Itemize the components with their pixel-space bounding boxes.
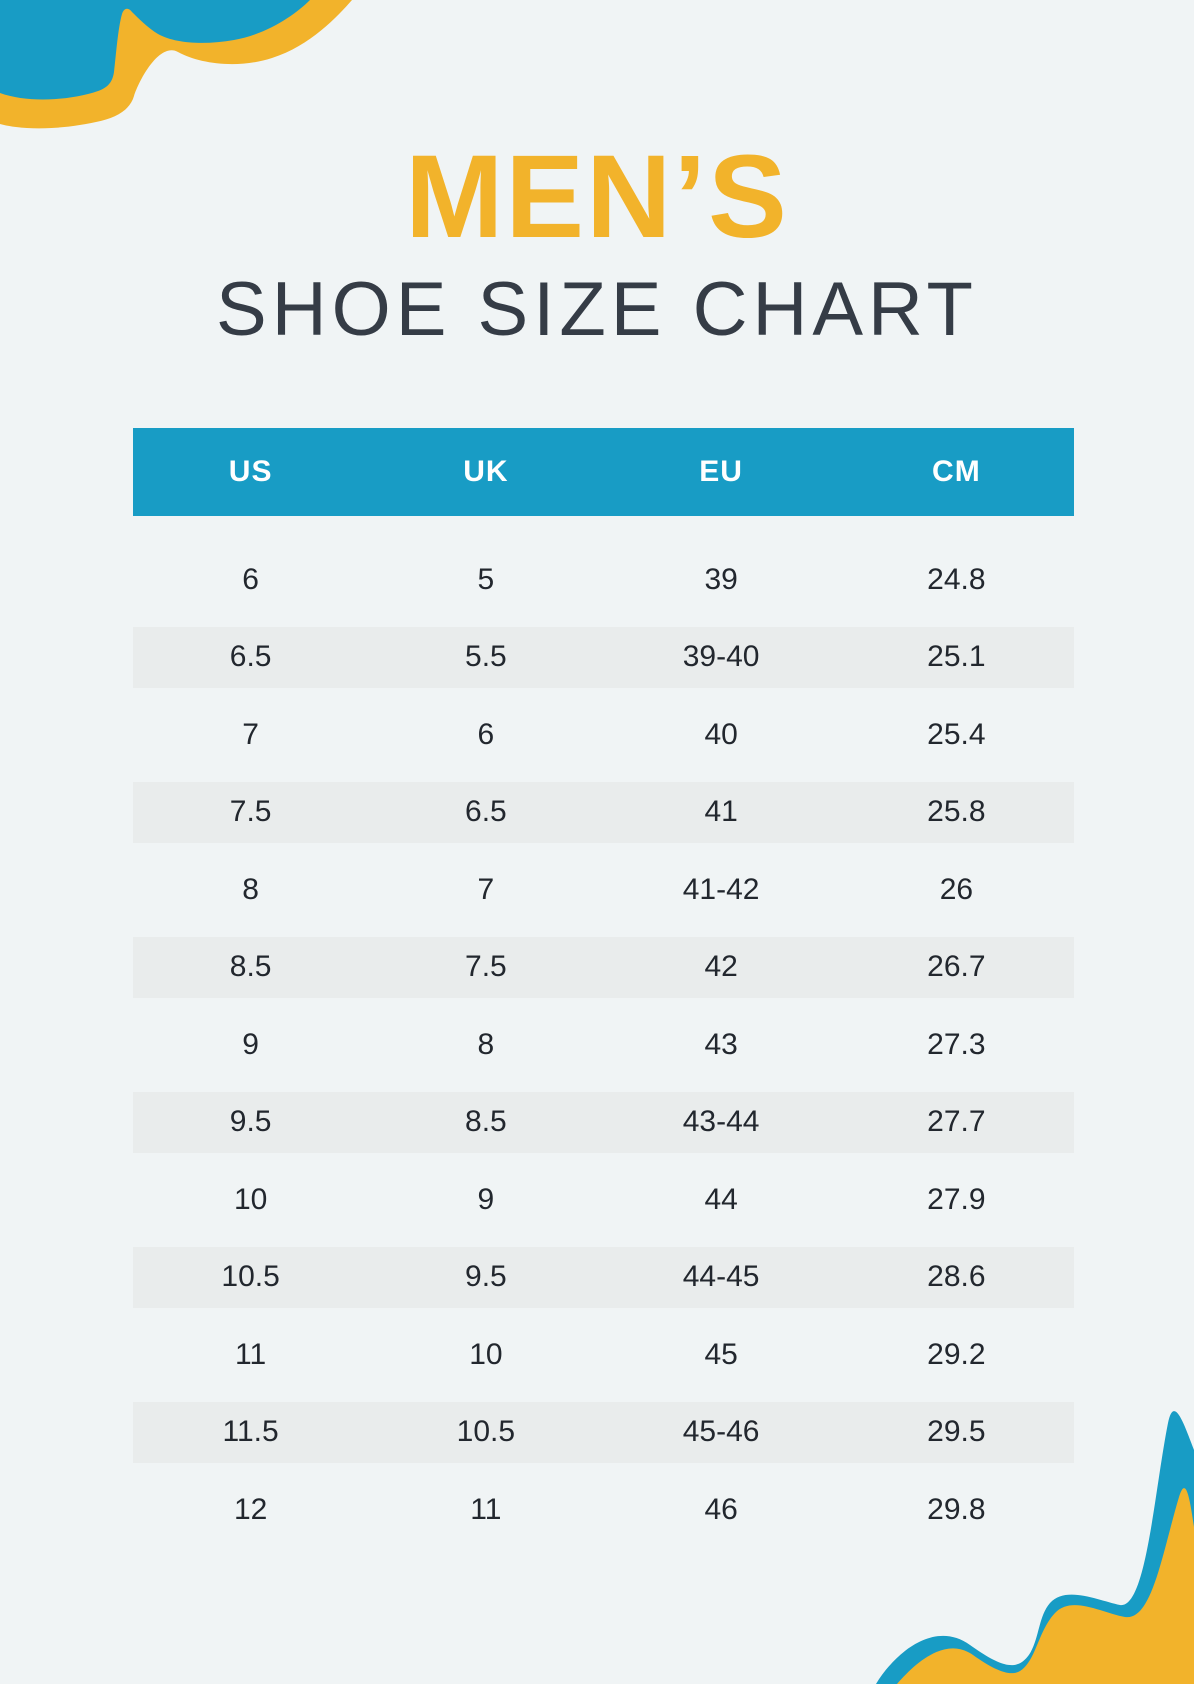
- table-row: 7.5 6.5 41 25.8: [133, 774, 1074, 852]
- table-cell: 40: [704, 717, 738, 751]
- table-row: 7 6 40 25.4: [133, 696, 1074, 774]
- table-cell: 12: [233, 1492, 268, 1526]
- table-cell: 9.5: [229, 1105, 272, 1139]
- table-cell: 11: [470, 1492, 502, 1526]
- table-cell: 7.5: [465, 950, 507, 984]
- table-cell: 8: [242, 872, 259, 906]
- table-cell: 10: [469, 1337, 503, 1371]
- table-cell: 25.4: [927, 717, 986, 751]
- table-cell: 41: [704, 795, 738, 829]
- table-cell: 5.5: [465, 640, 507, 674]
- column-header-eu: EU: [699, 455, 743, 488]
- table-cell: 27.9: [927, 1182, 986, 1216]
- table-row: 11 10 45 29.2: [133, 1316, 1074, 1394]
- table-cell: 7: [477, 872, 495, 906]
- table-row: 8.5 7.5 42 26.7: [133, 929, 1074, 1007]
- page-subtitle: SHOE SIZE CHART: [216, 267, 978, 352]
- table-cell: 7: [242, 717, 259, 751]
- table-cell: 39-40: [682, 640, 760, 674]
- table-row: 10 9 44 27.9: [133, 1161, 1074, 1239]
- table-cell: 5: [477, 562, 495, 596]
- table-cell: 8: [477, 1027, 495, 1061]
- size-table-body: 6 5 39 24.8 6.5 5.5 39-40 25.1 7 6 40 25.4 7.5 6.5 41 2…: [133, 516, 1074, 1549]
- table-cell: 26: [939, 872, 974, 906]
- table-cell: 10: [233, 1182, 268, 1216]
- table-cell: 29.5: [927, 1415, 986, 1449]
- table-cell: 8.5: [229, 950, 272, 984]
- table-cell: 29.8: [927, 1492, 986, 1526]
- size-table: US UK EU CM 6 5 39 24.8 6.5 5.5 39-40 25.1 7 6 40 2…: [133, 428, 1074, 1549]
- table-cell: 27.7: [927, 1105, 986, 1139]
- table-cell: 45: [704, 1337, 738, 1371]
- table-cell: 25.8: [927, 795, 986, 829]
- table-cell: 24.8: [927, 562, 986, 596]
- table-cell: 6.5: [229, 640, 272, 674]
- column-header-cm: CM: [932, 455, 981, 488]
- table-cell: 6.5: [465, 795, 507, 829]
- table-cell: 44-45: [682, 1260, 760, 1294]
- table-row: 6 5 39 24.8: [133, 541, 1074, 619]
- table-cell: 9.5: [465, 1260, 507, 1294]
- table-cell: 43: [704, 1027, 738, 1061]
- table-row: 9 8 43 27.3: [133, 1006, 1074, 1084]
- table-row: 8 7 41-42 26: [133, 851, 1074, 929]
- table-cell: 10.5: [456, 1415, 516, 1449]
- table-cell: 27.3: [927, 1027, 986, 1061]
- table-cell: 9: [477, 1182, 495, 1216]
- table-cell: 6: [477, 717, 495, 751]
- table-cell: 8.5: [465, 1105, 507, 1139]
- table-cell: 46: [704, 1492, 738, 1526]
- table-cell: 25.1: [927, 640, 986, 674]
- table-cell: 42: [704, 950, 738, 984]
- table-row: 6.5 5.5 39-40 25.1: [133, 619, 1074, 697]
- table-cell: 26.7: [927, 950, 986, 984]
- column-header-uk: UK: [463, 455, 509, 488]
- table-cell: 9: [242, 1027, 259, 1061]
- table-cell: 44: [704, 1182, 738, 1216]
- table-cell: 10.5: [221, 1260, 280, 1294]
- table-row: 10.5 9.5 44-45 28.6: [133, 1239, 1074, 1317]
- table-row: 11.5 10.5 45-46 29.5: [133, 1394, 1074, 1472]
- table-cell: 29.2: [927, 1337, 986, 1371]
- table-cell: 41-42: [682, 872, 760, 906]
- table-cell: 28.6: [927, 1260, 986, 1294]
- table-cell: 45-46: [682, 1415, 760, 1449]
- table-row: 9.5 8.5 43-44 27.7: [133, 1084, 1074, 1162]
- table-cell: 11.5: [222, 1415, 279, 1449]
- page-title: MEN’S: [405, 131, 789, 263]
- table-cell: 7.5: [229, 795, 272, 829]
- table-cell: 6: [242, 562, 259, 596]
- table-cell: 11: [235, 1337, 267, 1371]
- table-cell: 43-44: [682, 1105, 760, 1139]
- table-row: 12 11 46 29.8: [133, 1471, 1074, 1549]
- table-cell: 39: [704, 562, 738, 596]
- page-header: MEN’S SHOE SIZE CHART: [0, 0, 1194, 348]
- size-table-header-row: US UK EU CM: [133, 428, 1074, 516]
- column-header-us: US: [228, 455, 273, 488]
